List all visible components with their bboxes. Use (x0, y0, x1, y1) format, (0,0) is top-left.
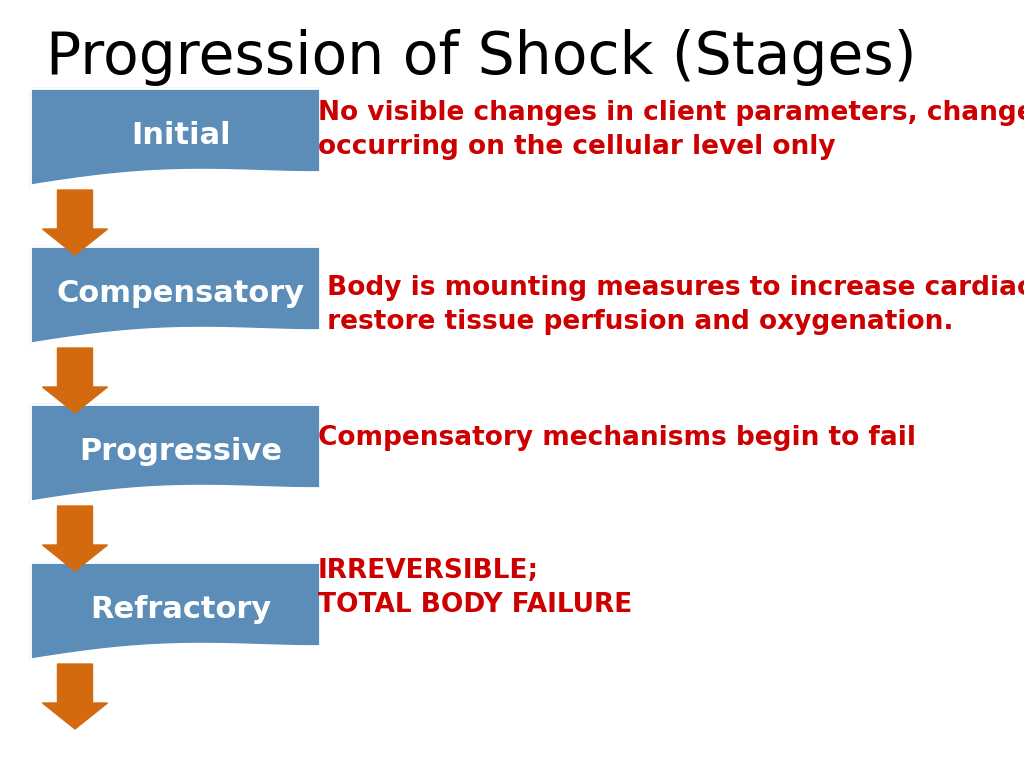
Polygon shape (43, 506, 108, 571)
Polygon shape (43, 348, 108, 413)
Text: Compensatory mechanisms begin to fail: Compensatory mechanisms begin to fail (318, 425, 916, 451)
Text: Refractory: Refractory (90, 595, 271, 624)
Polygon shape (30, 562, 319, 662)
Text: Body is mounting measures to increase cardiac output to
 restore tissue perfusio: Body is mounting measures to increase ca… (318, 275, 1024, 335)
Text: Initial: Initial (131, 121, 230, 151)
Text: No visible changes in client parameters, changes are now
occurring on the cellul: No visible changes in client parameters,… (318, 100, 1024, 160)
Polygon shape (30, 88, 319, 188)
Polygon shape (30, 246, 319, 346)
Polygon shape (43, 664, 108, 729)
Polygon shape (43, 190, 108, 255)
Text: Progressive: Progressive (79, 438, 283, 466)
Text: Compensatory: Compensatory (56, 280, 305, 309)
Polygon shape (30, 404, 319, 504)
Text: IRREVERSIBLE;
TOTAL BODY FAILURE: IRREVERSIBLE; TOTAL BODY FAILURE (318, 558, 632, 618)
Text: Progression of Shock (Stages): Progression of Shock (Stages) (46, 29, 916, 87)
